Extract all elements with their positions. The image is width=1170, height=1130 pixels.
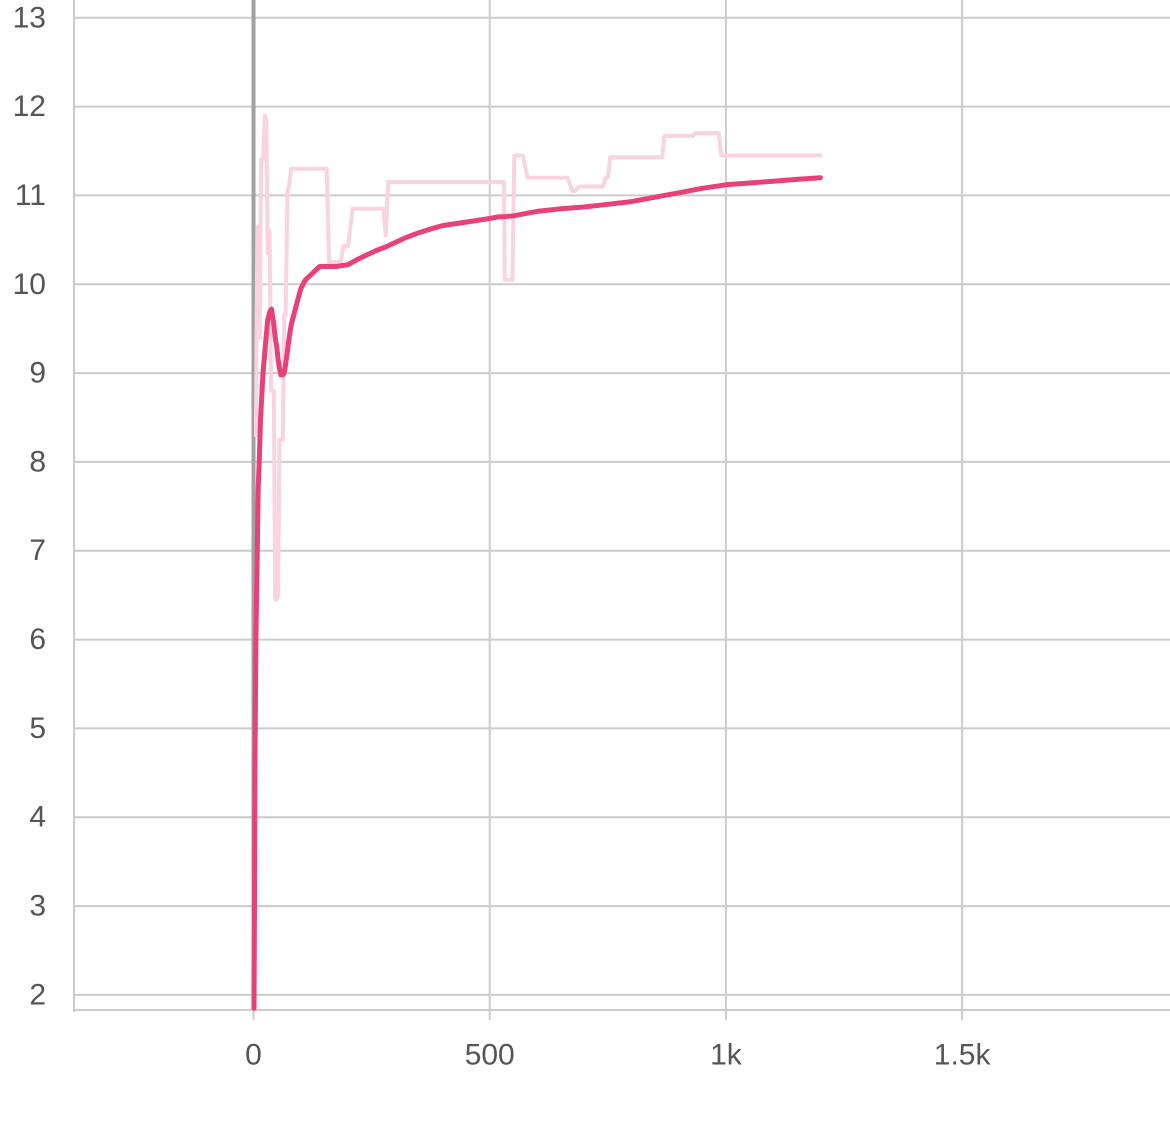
x-tick-label: 1k [710,1039,743,1072]
x-tick-labels: 0 500 1k 1.5k [245,1039,991,1072]
y-tick-label: 10 [13,268,46,301]
y-tick-label: 12 [13,90,46,123]
y-tick-label: 13 [13,1,46,34]
x-tick-label: 500 [465,1039,515,1072]
y-tick-label: 11 [15,179,46,212]
series-layer [251,113,823,1011]
smoothed-series-line [251,175,823,1011]
y-tick-label: 7 [29,534,46,567]
x-tick-label: 0 [245,1039,262,1072]
y-tick-label: 6 [29,623,46,656]
x-tick-label: 1.5k [934,1039,992,1072]
y-tick-label: 2 [29,978,46,1011]
raw-series-line [253,113,823,602]
y-tick-label: 8 [29,445,46,478]
x-gridlines [73,0,964,1012]
y-tick-label: 5 [29,712,46,745]
y-tick-label: 3 [29,890,46,923]
y-tick-label: 4 [29,801,46,834]
y-tick-labels: 2 3 4 5 6 7 8 9 10 11 12 13 [13,1,46,1011]
y-gridlines [74,16,1170,996]
y-tick-label: 9 [29,357,46,390]
x-tick-marks [252,1010,964,1020]
